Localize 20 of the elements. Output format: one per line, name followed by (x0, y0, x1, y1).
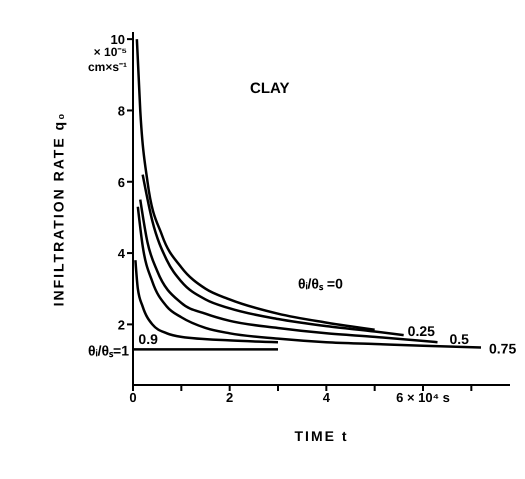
text: cm×s⁻¹ (88, 59, 127, 75)
y-tick-label: 2 (118, 317, 125, 332)
text: × 10⁻⁵ (94, 44, 127, 60)
series-label: θᵢ/θₛ =0 (298, 276, 344, 292)
legend-label: 0.9 (138, 331, 158, 348)
series-label: θᵢ/θₛ=1 (88, 342, 130, 358)
x-tick-label: 4 (322, 390, 331, 406)
y-tick-label: 8 (118, 103, 125, 118)
y-axis-title: INFILTRATION RATE q₀ (50, 110, 68, 308)
series-label: 0.75 (489, 340, 516, 357)
x-tick-label: 0 (129, 390, 137, 406)
series-label: 0.5 (450, 331, 470, 348)
text: CLAY (250, 80, 290, 97)
x-tick-label: 2 (226, 390, 234, 406)
y-tick-label: 4 (118, 246, 126, 262)
y-tick-label: 6 (118, 174, 125, 190)
y-tick-label: 10 (110, 32, 125, 48)
x-axis-title: TIME t (294, 428, 350, 444)
x-tick-label: 6 × 10⁴ s (396, 390, 450, 406)
series-label: 0.25 (408, 323, 436, 340)
